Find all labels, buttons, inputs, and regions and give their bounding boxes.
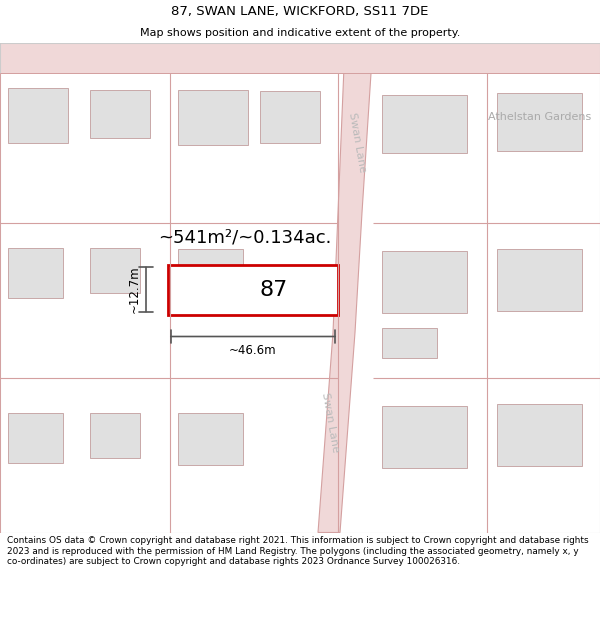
Bar	[0, 42, 600, 72]
Bar	[8, 412, 63, 462]
Text: 87: 87	[259, 279, 287, 299]
Bar	[8, 248, 63, 298]
Text: ~541m²/~0.134ac.: ~541m²/~0.134ac.	[158, 229, 331, 246]
Bar	[497, 404, 582, 466]
Text: 87, SWAN LANE, WICKFORD, SS11 7DE: 87, SWAN LANE, WICKFORD, SS11 7DE	[172, 6, 428, 18]
Bar	[90, 412, 140, 458]
Bar	[382, 406, 467, 468]
Text: Swan Lane: Swan Lane	[347, 112, 367, 173]
Bar	[90, 248, 140, 292]
Text: ~46.6m: ~46.6m	[229, 344, 277, 357]
Bar	[497, 92, 582, 151]
Bar	[178, 412, 243, 464]
Polygon shape	[318, 42, 373, 532]
Text: Swan Lane: Swan Lane	[320, 392, 340, 453]
Bar	[497, 249, 582, 311]
Bar	[382, 328, 437, 357]
Text: Contains OS data © Crown copyright and database right 2021. This information is : Contains OS data © Crown copyright and d…	[7, 536, 589, 566]
Bar	[260, 91, 320, 142]
Bar	[90, 89, 150, 138]
Bar	[382, 251, 467, 312]
Text: Athelstan Gardens: Athelstan Gardens	[488, 112, 592, 123]
Bar	[178, 89, 248, 144]
Bar	[168, 264, 338, 314]
Bar	[382, 94, 467, 152]
Bar	[8, 88, 68, 142]
Bar	[178, 249, 243, 301]
Text: ~12.7m: ~12.7m	[128, 266, 141, 313]
Text: Map shows position and indicative extent of the property.: Map shows position and indicative extent…	[140, 28, 460, 38]
